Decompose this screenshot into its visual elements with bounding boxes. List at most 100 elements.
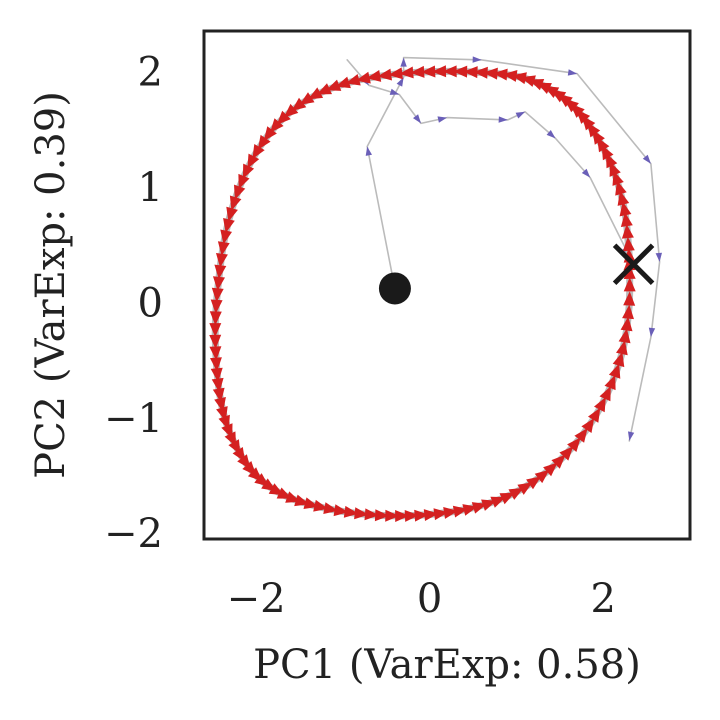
- series-2-arrow-56: [238, 173, 250, 190]
- series-2-arrow-115: [526, 476, 541, 490]
- x-tick-label: 2: [590, 576, 615, 622]
- tick-layer: −2 0 2 −2 −1 0 1 2: [104, 49, 616, 622]
- series-2-arrow-134: [623, 277, 636, 292]
- series-2-arrow-101: [395, 510, 410, 522]
- end-point-marker: [612, 243, 655, 285]
- series-2-arrow-103: [414, 509, 429, 522]
- series-2-arrow-49: [276, 110, 291, 125]
- y-tick-label: −2: [104, 511, 163, 557]
- series-2-arrow-117: [543, 462, 558, 477]
- series-2-arrow-43: [326, 79, 342, 91]
- y-tick-label: 2: [138, 49, 163, 95]
- series-2-arrow-55: [242, 163, 255, 179]
- series-2-arrow-33: [432, 65, 447, 78]
- series-2-arrow-52: [257, 134, 271, 150]
- series-2-arrow-128: [612, 352, 625, 368]
- series-2-arrow-7: [615, 180, 627, 196]
- series-2-arrow-70: [209, 334, 222, 349]
- series-2-arrow-126: [604, 374, 616, 391]
- series-1-arrow-2: [389, 88, 400, 95]
- x-tick-label: 0: [417, 576, 442, 622]
- series-2-arrow-118: [551, 454, 566, 469]
- series-2-arrow-97: [354, 507, 369, 520]
- series-2-arrow-66: [211, 287, 224, 303]
- series-2-arrow-32: [442, 65, 457, 78]
- marker-layer: [378, 243, 655, 305]
- series-2-arrow-131: [620, 316, 633, 332]
- series-2-arrow-113: [508, 487, 524, 500]
- x-axis-label: PC1 (VarExp: 0.58): [253, 642, 641, 688]
- series-2-arrow-132: [622, 304, 634, 320]
- series-2-arrow-35: [410, 65, 425, 78]
- series-2-arrow-112: [499, 492, 515, 505]
- series-2-arrow-116: [534, 469, 550, 484]
- series-2-arrow-69: [209, 323, 222, 338]
- series-2-arrow-27: [493, 68, 508, 81]
- series-0-arrow-6: [642, 154, 651, 164]
- series-2-arrow-72: [210, 357, 222, 372]
- series-2-arrow-100: [385, 509, 400, 522]
- series-2-arrow-68: [209, 311, 222, 326]
- series-2-arrow-99: [374, 509, 390, 522]
- series-0-arrow-1: [365, 146, 372, 156]
- series-2-arrow-31: [453, 65, 468, 78]
- series-2-arrow-125: [599, 386, 611, 402]
- start-point-marker: [378, 272, 411, 305]
- series-2-arrow-53: [252, 144, 265, 160]
- series-2-arrow-105: [433, 508, 449, 521]
- series-2-arrow-40: [355, 71, 371, 84]
- series-2-arrow-46: [299, 92, 315, 105]
- series-2-arrow-73: [210, 367, 223, 383]
- series-2-arrow-28: [483, 67, 498, 80]
- series-1-trajectory-line: [346, 59, 631, 257]
- series-2-arrow-111: [490, 496, 506, 508]
- series-2-arrow-104: [423, 509, 439, 521]
- series-2-arrow-110: [481, 499, 497, 511]
- series-2-arrow-133: [623, 291, 636, 306]
- series-2-arrow-4: [620, 212, 633, 227]
- series-2-arrow-36: [399, 66, 414, 79]
- x-tick-label: −2: [227, 576, 286, 622]
- series-2-arrow-57: [234, 184, 246, 200]
- series-2-arrow-130: [618, 328, 631, 344]
- series-2-arrow-44: [316, 83, 332, 95]
- series-2-arrow-51: [263, 126, 277, 142]
- series-2-arrow-119: [559, 446, 574, 461]
- series-2-arrow-124: [594, 397, 606, 413]
- series-0-arrow-8: [648, 327, 656, 337]
- series-2-arrow-129: [616, 340, 628, 356]
- series-2-arrow-102: [404, 510, 419, 522]
- series-0-arrow-4: [472, 56, 482, 63]
- series-0-arrow-3: [400, 57, 407, 67]
- series-1-arrow-5: [498, 116, 508, 123]
- series-0-trajectory-line: [366, 56, 661, 442]
- series-0-arrow-5: [567, 69, 578, 76]
- plot-frame: [202, 29, 692, 541]
- series-2-arrow-65: [213, 276, 225, 291]
- series-2-arrow-26: [502, 70, 518, 82]
- series-2-arrow-60: [223, 218, 235, 233]
- series-2-arrow-47: [291, 97, 307, 111]
- series-2-arrow-39: [366, 70, 382, 82]
- series-2-arrow-30: [463, 66, 478, 79]
- series-2-arrow-74: [211, 377, 224, 393]
- series-2-arrow-2: [622, 236, 635, 252]
- series-2-arrow-67: [210, 299, 223, 314]
- series-2-arrow-29: [473, 66, 488, 79]
- y-tick-label: 0: [138, 280, 163, 326]
- series-2-arrow-3: [621, 224, 634, 239]
- series-2-arrow-54: [247, 153, 260, 169]
- series-1-arrow-4: [437, 116, 447, 123]
- series-2-arrow-64: [214, 264, 227, 280]
- series-2-arrow-48: [283, 103, 299, 118]
- series-2-arrow-98: [364, 508, 379, 521]
- series-2-arrow-6: [617, 190, 630, 206]
- series-2-arrow-41: [345, 74, 361, 86]
- series-2-arrow-59: [226, 206, 238, 222]
- series-2-arrow-50: [270, 118, 284, 133]
- series-2-arrow-122: [581, 418, 595, 433]
- series-2-arrow-114: [517, 482, 533, 495]
- series-0-arrow-9: [628, 431, 635, 441]
- series-1-arrow-6: [515, 111, 526, 119]
